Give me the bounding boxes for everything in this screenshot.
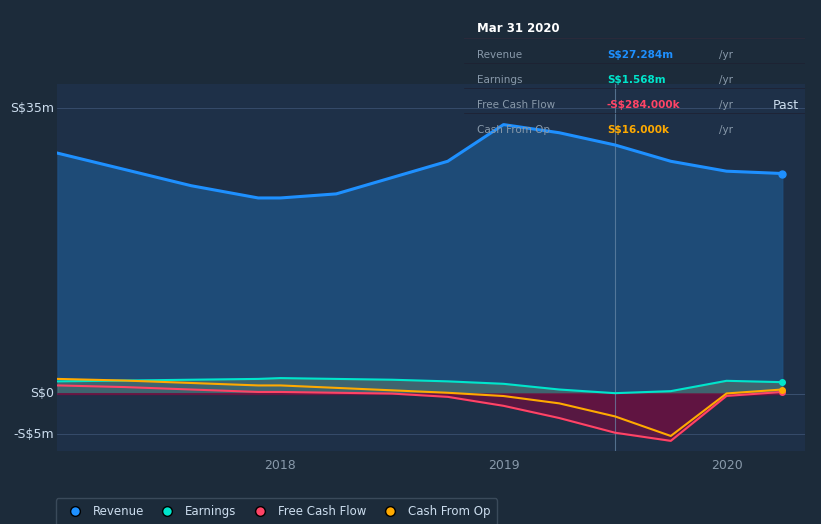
Text: Cash From Op: Cash From Op <box>478 125 551 135</box>
Text: /yr: /yr <box>719 74 733 84</box>
Legend: Revenue, Earnings, Free Cash Flow, Cash From Op: Revenue, Earnings, Free Cash Flow, Cash … <box>56 498 498 524</box>
Text: S$0: S$0 <box>30 387 53 400</box>
Text: S$1.568m: S$1.568m <box>607 74 666 84</box>
Text: Earnings: Earnings <box>478 74 523 84</box>
Text: /yr: /yr <box>719 50 733 60</box>
Text: Mar 31 2020: Mar 31 2020 <box>478 21 560 35</box>
Text: Revenue: Revenue <box>478 50 523 60</box>
Text: -S$5m: -S$5m <box>13 428 53 441</box>
Text: -S$284.000k: -S$284.000k <box>607 100 681 110</box>
Text: Free Cash Flow: Free Cash Flow <box>478 100 556 110</box>
Text: S$35m: S$35m <box>10 102 53 115</box>
Text: S$27.284m: S$27.284m <box>607 50 673 60</box>
Text: /yr: /yr <box>719 125 733 135</box>
Text: Past: Past <box>773 99 800 112</box>
Text: /yr: /yr <box>719 100 733 110</box>
Text: S$16.000k: S$16.000k <box>607 125 669 135</box>
